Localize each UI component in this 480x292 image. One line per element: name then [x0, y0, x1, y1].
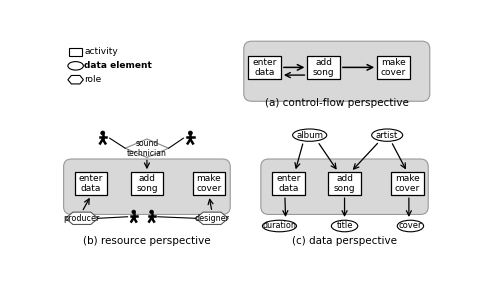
Text: artist: artist [375, 131, 397, 140]
Text: add
song: add song [136, 174, 157, 193]
Polygon shape [68, 75, 83, 84]
Bar [327, 172, 360, 195]
Polygon shape [65, 212, 98, 225]
Polygon shape [195, 212, 228, 225]
Text: (c) data perspective: (c) data perspective [291, 237, 396, 246]
Bar [75, 172, 107, 195]
Text: enter
data: enter data [252, 58, 276, 77]
Text: make
cover: make cover [380, 58, 405, 77]
Text: add
song: add song [312, 58, 334, 77]
Bar [69, 48, 82, 56]
Text: sound
technician: sound technician [127, 138, 167, 158]
Ellipse shape [396, 220, 423, 232]
Text: cover: cover [398, 222, 421, 230]
Bar [272, 172, 304, 195]
FancyBboxPatch shape [63, 159, 230, 214]
Polygon shape [125, 139, 168, 157]
Text: activity: activity [84, 48, 118, 56]
Ellipse shape [262, 220, 296, 232]
Text: make
cover: make cover [196, 174, 221, 193]
Bar [390, 172, 423, 195]
Circle shape [149, 210, 153, 214]
Circle shape [188, 131, 192, 135]
Text: duration: duration [262, 222, 296, 230]
Ellipse shape [68, 62, 83, 70]
Ellipse shape [292, 129, 326, 141]
Text: enter
data: enter data [79, 174, 103, 193]
Circle shape [132, 210, 135, 214]
Text: make
cover: make cover [394, 174, 419, 193]
Circle shape [100, 131, 105, 135]
Text: (a) control-flow perspective: (a) control-flow perspective [264, 98, 408, 108]
Text: album: album [296, 131, 323, 140]
FancyBboxPatch shape [243, 41, 429, 101]
Text: designer: designer [194, 214, 229, 223]
Ellipse shape [371, 129, 402, 141]
Text: title: title [336, 222, 352, 230]
Text: data element: data element [84, 61, 152, 70]
Text: enter
data: enter data [276, 174, 300, 193]
Text: producer: producer [63, 214, 100, 223]
Bar [376, 56, 409, 79]
Bar [131, 172, 163, 195]
Text: add
song: add song [333, 174, 355, 193]
Text: (b) resource perspective: (b) resource perspective [83, 237, 210, 246]
Bar [192, 172, 225, 195]
Text: role: role [84, 75, 101, 84]
Ellipse shape [331, 220, 357, 232]
Bar [307, 56, 339, 79]
FancyBboxPatch shape [260, 159, 427, 214]
Bar [248, 56, 280, 79]
